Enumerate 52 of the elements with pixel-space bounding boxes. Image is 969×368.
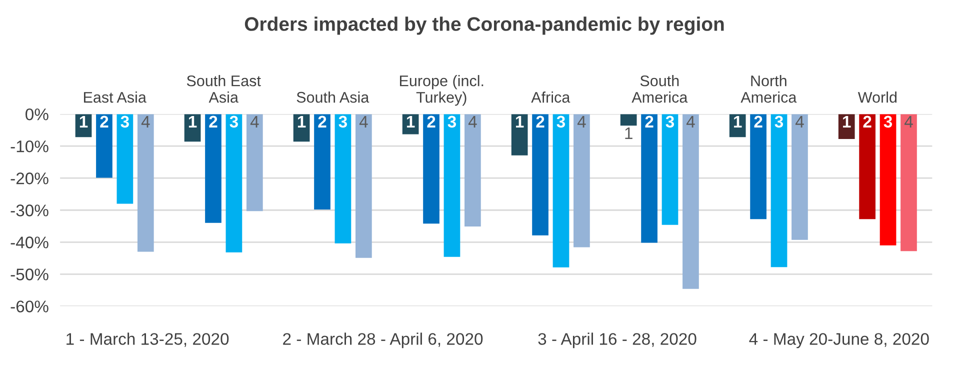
text: 3 [338, 116, 347, 128]
text: 3 [666, 116, 674, 128]
text: 1 [734, 116, 742, 128]
text: 2 [863, 116, 872, 128]
text: 3 [884, 116, 892, 128]
text: 2 [318, 116, 326, 128]
y-tick-label: -60% [10, 300, 48, 312]
x-tick-label: Europe (incl. Turkey) [400, 75, 484, 106]
text: 2 [754, 116, 762, 128]
text: 3 [774, 116, 784, 128]
x-tick-label: North America [740, 75, 797, 103]
text: 4 [795, 116, 804, 128]
text: 3 [230, 116, 238, 128]
text: 1 [406, 116, 415, 128]
x-tick-label: World [858, 92, 896, 103]
x-tick-label: East Asia [84, 92, 146, 103]
text: 2 [209, 116, 218, 128]
y-tick-label: -20% [10, 172, 48, 184]
text: 1 [516, 116, 524, 128]
text: 4 [359, 116, 368, 128]
text: 3 [556, 116, 566, 128]
text: 2 [536, 116, 544, 128]
text: 2 - March 28 - April 6, 2020 [283, 332, 483, 348]
chart-title: Orders impacted by the Corona-pandemic by region [244, 16, 724, 35]
text: 3 [448, 116, 456, 128]
x-tick-label: South Asia [296, 92, 370, 103]
text: 4 [577, 116, 586, 128]
x-tick-label: South America [632, 75, 688, 103]
series-label: 2 [100, 116, 108, 128]
text: 2 [427, 116, 436, 128]
y-tick-label: -50% [10, 268, 48, 280]
text: 4 [686, 116, 695, 128]
y-tick-label: -10% [10, 140, 48, 152]
series-label: 3 [120, 116, 129, 128]
x-tick-label: Africa [531, 92, 570, 103]
text: 1 [298, 116, 306, 128]
y-tick-label: -40% [10, 236, 48, 248]
text: 1 [188, 116, 197, 128]
text: 4 [468, 116, 477, 128]
series-label: 4 [141, 116, 150, 128]
text: 1 [843, 116, 851, 128]
y-tick-label: 0% [26, 108, 48, 120]
text: 1 - March 13-25, 2020 [66, 332, 229, 347]
text: 4 [904, 116, 913, 128]
text: 3 - April 16 - 28, 2020 [538, 332, 696, 348]
text: 2 [645, 116, 654, 128]
y-tick-label: -30% [10, 204, 48, 216]
text: 4 - May 20-June 8, 2020 [749, 333, 929, 348]
x-tick-label: South East Asia [186, 75, 261, 103]
text: 4 [250, 116, 259, 128]
series-label: 1 [80, 116, 88, 128]
text: 1 [625, 128, 632, 139]
